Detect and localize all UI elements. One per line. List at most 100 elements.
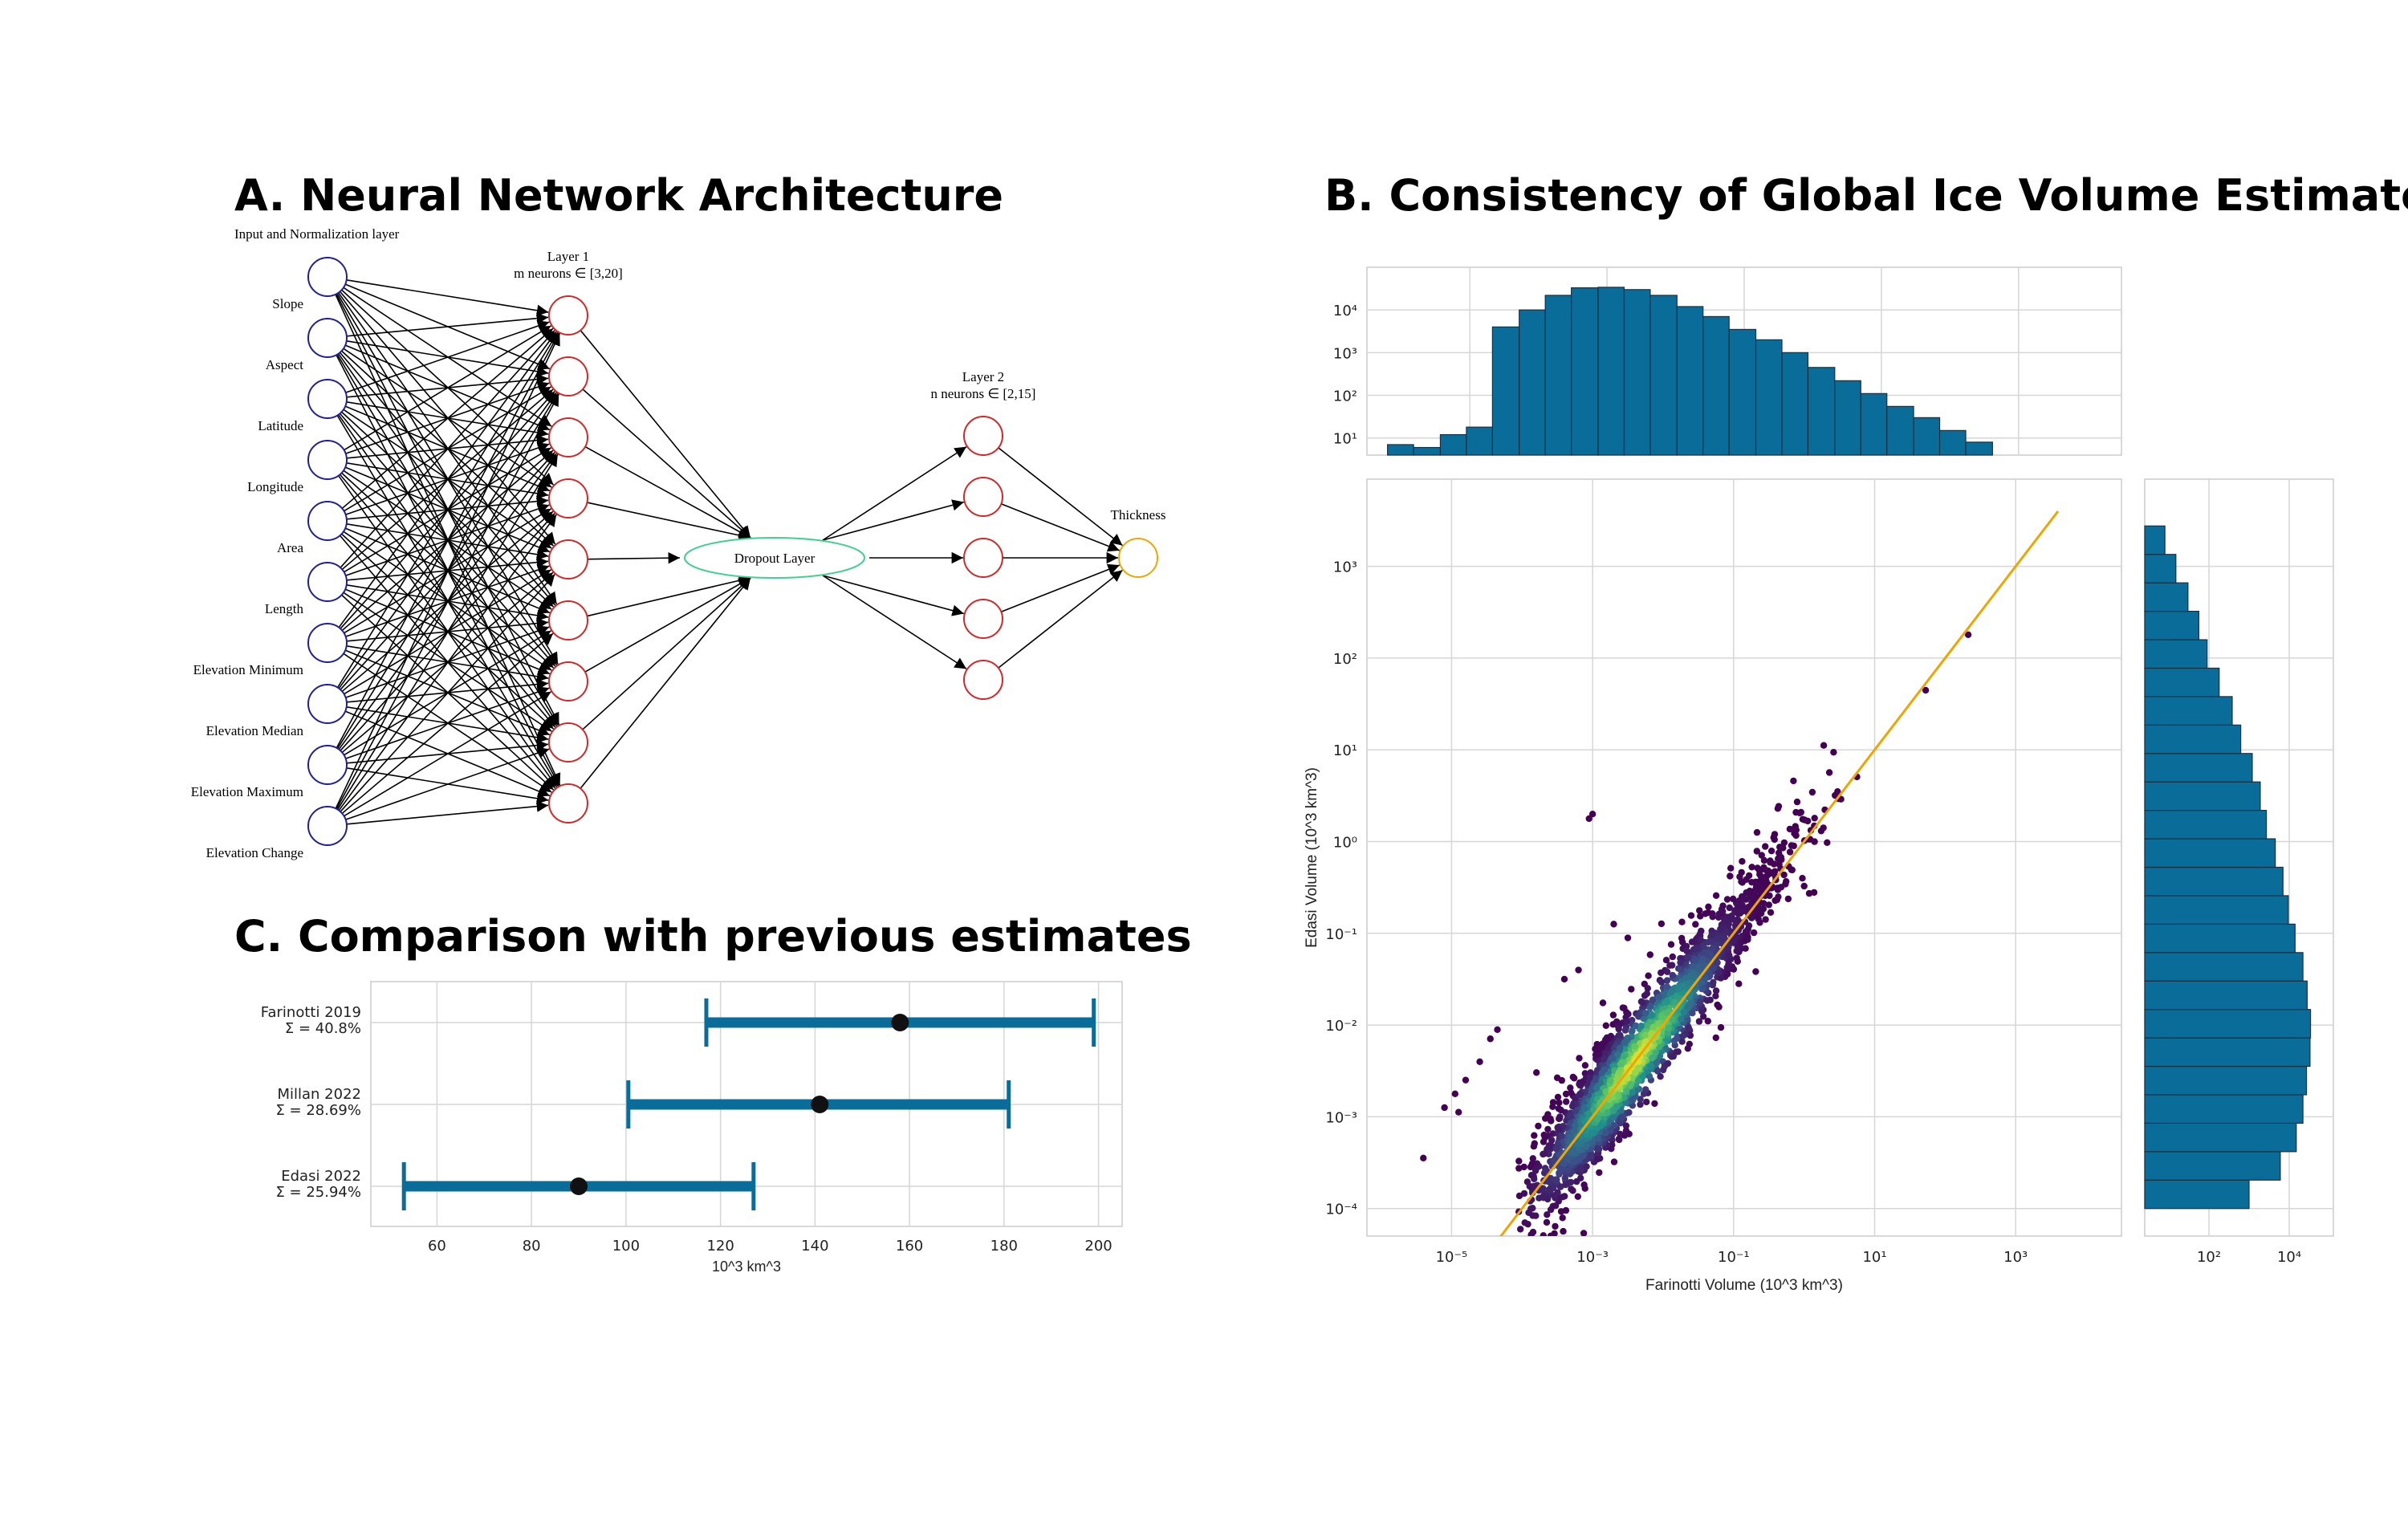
- data-point: [1592, 1076, 1599, 1084]
- data-point: [1558, 1132, 1565, 1140]
- data-point: [1620, 1052, 1627, 1060]
- data-point: [1825, 769, 1833, 776]
- data-point: [1616, 1136, 1623, 1144]
- data-point: [1607, 1077, 1614, 1084]
- data-point: [1549, 1130, 1557, 1137]
- data-point: [1420, 1154, 1427, 1162]
- data-point: [1572, 1108, 1579, 1115]
- edge-layer1-to-dropout: [580, 330, 751, 539]
- data-point: [1759, 906, 1766, 913]
- dropout-label: Dropout Layer: [734, 551, 816, 566]
- data-point: [1554, 1093, 1562, 1101]
- data-point: [1594, 1151, 1601, 1158]
- histogram-bar: [1938, 429, 1967, 456]
- data-point: [1599, 999, 1607, 1007]
- edge-layer2-to-output: [998, 569, 1123, 669]
- estimate-point: [891, 1014, 909, 1031]
- data-point: [1735, 903, 1742, 910]
- data-point: [1820, 824, 1827, 832]
- data-point: [1609, 1011, 1617, 1019]
- histogram-bar: [2144, 753, 2253, 783]
- data-point: [1719, 935, 1727, 942]
- edge-input-to-layer1: [344, 691, 551, 817]
- data-point: [1745, 903, 1752, 911]
- input-feature-label: Elevation Maximum: [191, 784, 303, 799]
- data-point: [1678, 1038, 1686, 1045]
- edge-layer1-to-dropout: [582, 388, 751, 539]
- data-point: [1745, 922, 1753, 929]
- input-feature-label: Area: [277, 540, 303, 555]
- x-tick-label: 140: [801, 1238, 828, 1255]
- layer2-neuron: [963, 660, 1003, 700]
- data-point: [1710, 965, 1717, 972]
- layer1-neuron: [548, 356, 588, 396]
- data-point: [1624, 934, 1632, 941]
- data-point: [1698, 1007, 1706, 1015]
- edge-layer1-to-dropout: [582, 577, 751, 730]
- data-point: [1593, 1115, 1601, 1123]
- data-point: [1735, 980, 1743, 987]
- data-point: [1654, 1068, 1662, 1075]
- data-point: [1563, 1098, 1570, 1105]
- series-name: Edasi 2022: [281, 1168, 361, 1185]
- data-point: [1594, 1156, 1601, 1163]
- data-point: [1601, 1039, 1608, 1047]
- data-point: [1622, 1122, 1630, 1129]
- data-point: [1580, 1078, 1587, 1085]
- data-point: [1531, 1132, 1538, 1139]
- data-point: [1755, 915, 1762, 923]
- data-point: [1613, 1103, 1621, 1110]
- data-point: [1677, 966, 1685, 974]
- data-point: [1697, 936, 1704, 944]
- data-point: [1834, 788, 1841, 795]
- data-point: [1820, 742, 1828, 749]
- layer1-neuron: [548, 600, 588, 640]
- edge-dropout-to-layer2: [822, 445, 967, 541]
- data-point: [1739, 858, 1746, 865]
- data-point: [1628, 986, 1635, 993]
- data-point: [1669, 1015, 1676, 1023]
- data-point: [1717, 974, 1724, 982]
- input-neuron: [307, 623, 348, 663]
- data-point: [1640, 1090, 1648, 1098]
- data-point: [1658, 1013, 1666, 1021]
- scatter-points: [1420, 510, 2060, 1236]
- layer2-title: Layer 2: [962, 369, 1004, 384]
- x-tick-label: 60: [428, 1238, 446, 1255]
- data-point: [1610, 1122, 1618, 1129]
- data-point: [1678, 1015, 1685, 1023]
- data-point: [1738, 868, 1745, 876]
- output-neuron: [1118, 538, 1158, 578]
- data-point: [1621, 1046, 1629, 1053]
- data-point: [1558, 1076, 1566, 1084]
- data-point: [1709, 944, 1717, 952]
- histogram-bar: [2144, 610, 2200, 640]
- data-point: [1780, 839, 1788, 847]
- series-name: Millan 2022: [277, 1086, 361, 1103]
- data-point: [1801, 816, 1808, 824]
- data-point: [1647, 1031, 1654, 1039]
- data-point: [1584, 1110, 1592, 1117]
- data-point: [1669, 971, 1676, 979]
- data-point: [1631, 1043, 1638, 1051]
- data-point: [1805, 889, 1813, 897]
- data-point: [1527, 1205, 1535, 1213]
- layer2-subtitle: n neurons ∈ [2,15]: [931, 386, 1036, 401]
- data-point: [1543, 1114, 1551, 1121]
- data-point: [1800, 882, 1808, 890]
- edge-layer1-to-dropout: [587, 552, 681, 564]
- data-point: [1655, 994, 1662, 1001]
- histogram-bar: [1544, 295, 1572, 456]
- data-point: [1680, 1008, 1688, 1016]
- dropout-node: [684, 537, 865, 579]
- data-point: [1702, 949, 1709, 957]
- data-point: [1744, 936, 1751, 943]
- data-point: [1786, 848, 1794, 856]
- data-point: [1714, 959, 1721, 966]
- y-tick-label: 10²: [1333, 651, 1357, 668]
- edge-dropout-to-layer2: [822, 575, 965, 616]
- data-point: [1686, 1040, 1693, 1048]
- edge-input-to-layer1: [345, 320, 550, 393]
- layer2-neuron: [963, 538, 1003, 578]
- layer1-neuron: [548, 539, 588, 580]
